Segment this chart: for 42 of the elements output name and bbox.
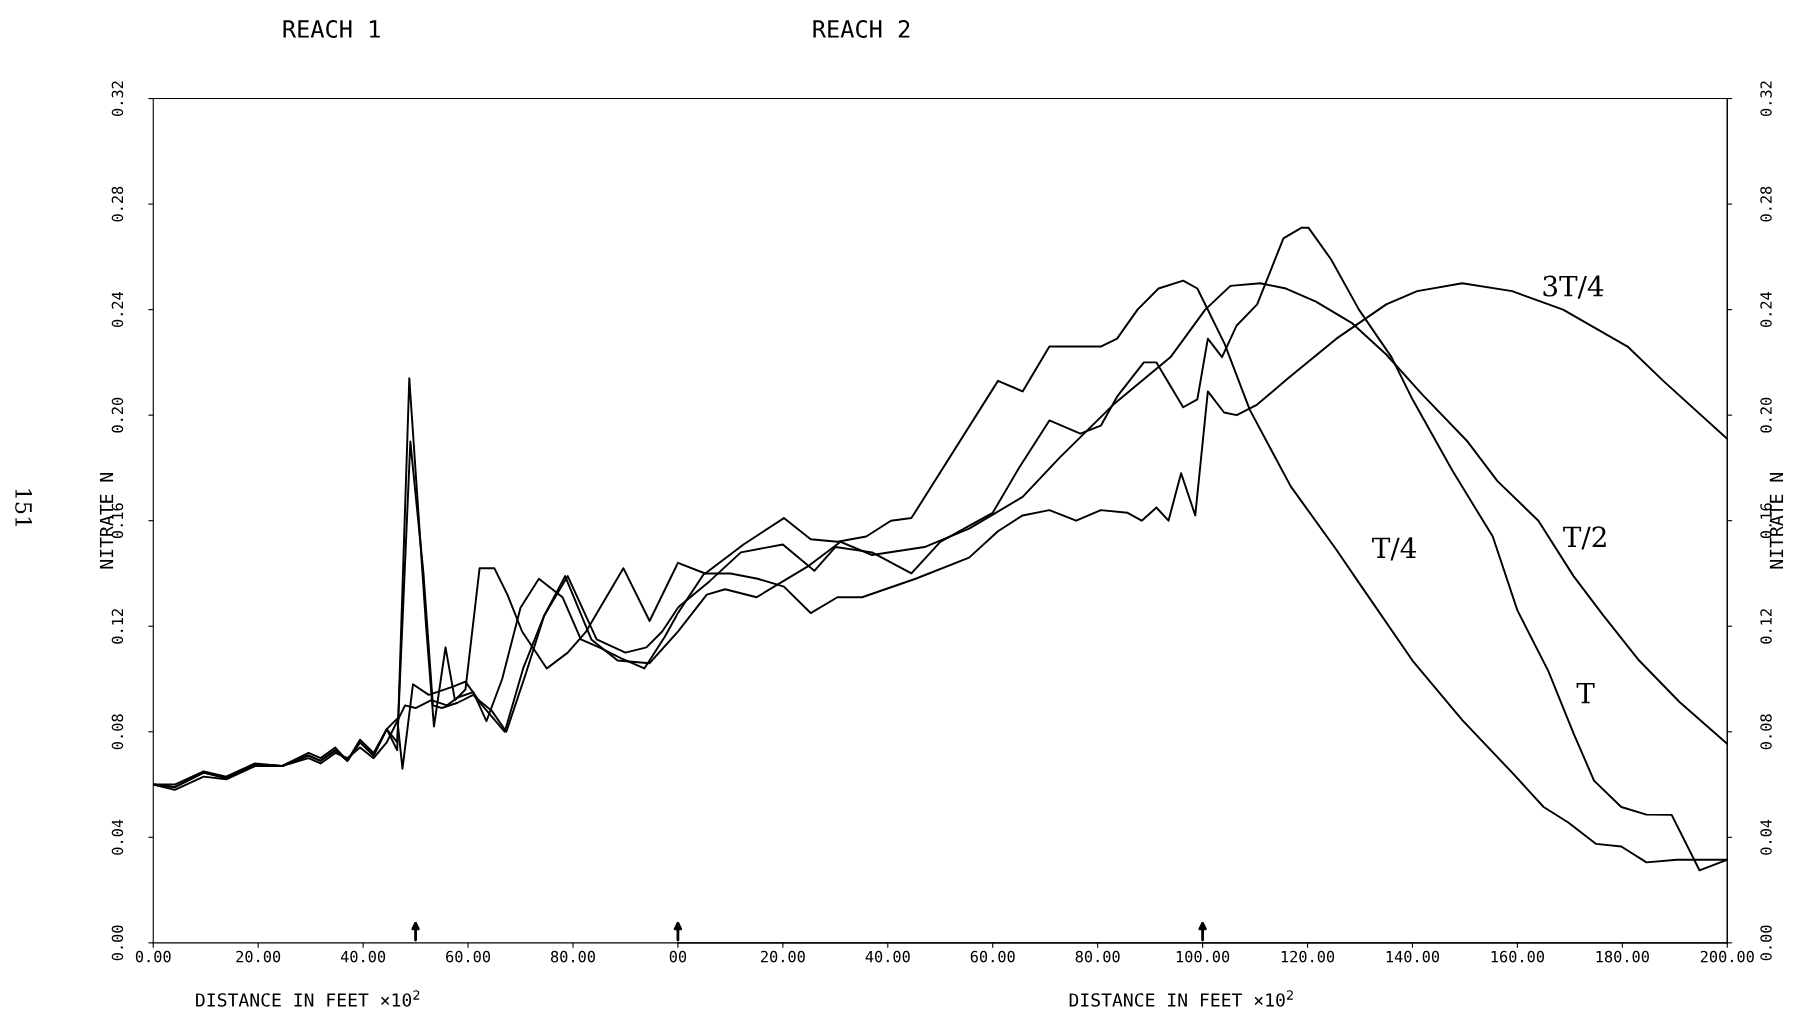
- x-axis-title: DISTANCE IN FEET ×10$^{2}$: [196, 990, 420, 1007]
- x-tick-label: 140.00: [1386, 950, 1440, 963]
- y2-tick-label: 0.20: [1760, 397, 1772, 433]
- y2-tick-label: 0.24: [1760, 291, 1772, 328]
- x-tick-label: 40.00: [865, 950, 910, 963]
- x-axis-title: DISTANCE IN FEET ×10$^{2}$: [1069, 990, 1293, 1007]
- x-tick-label: 60.00: [970, 950, 1015, 963]
- x-tick-label: 160.00: [1491, 950, 1545, 963]
- x-tick-label: 60.00: [446, 950, 491, 963]
- x-tick-label: 20.00: [761, 950, 805, 963]
- y-axis-title: NITRATE N: [99, 473, 114, 569]
- x-tick-label: 00: [669, 950, 687, 963]
- x-tick-label: 20.00: [236, 950, 281, 963]
- text: 151: [15, 489, 32, 527]
- x-tick-label: 80.00: [1075, 950, 1120, 963]
- x-tick-label: 80.00: [550, 950, 595, 963]
- series-label: 3T/4: [1543, 275, 1604, 299]
- y-tick-label: 0.16: [111, 503, 124, 539]
- y-tick-label: 0.04: [111, 819, 124, 855]
- x-tick-label: 200.00: [1700, 950, 1754, 963]
- x-tick-label: 180.00: [1596, 950, 1649, 963]
- y-tick-label: 0.24: [111, 291, 124, 328]
- y-tick-label: 0.08: [111, 714, 124, 750]
- y-tick-label: 0.28: [111, 186, 124, 222]
- y2-tick-label: 0.32: [1760, 81, 1772, 116]
- y-tick-label: 0.32: [111, 81, 124, 116]
- y2-tick-label: 0.04: [1760, 819, 1772, 855]
- series-label: T: [1576, 682, 1595, 704]
- y-tick-label: 0.20: [111, 397, 124, 433]
- series-label: T/4: [1372, 537, 1417, 561]
- y2-axis-title: NITRATE N: [1769, 473, 1784, 569]
- x-tick-label: 120.00: [1281, 950, 1335, 963]
- x-tick-label: 40.00: [340, 950, 386, 963]
- chart-title: REACH 2: [813, 20, 910, 38]
- x-tick-label: 0.00: [135, 950, 171, 963]
- series-label: T/2: [1563, 526, 1606, 550]
- y2-tick-label: 0.08: [1760, 714, 1772, 750]
- y-tick-label: 0.12: [111, 609, 124, 644]
- chart-title: REACH 1: [283, 20, 380, 38]
- x-tick-label: 100.00: [1176, 950, 1230, 963]
- y2-tick-label: 0.12: [1760, 609, 1772, 644]
- y2-tick-label: 0.28: [1760, 186, 1772, 222]
